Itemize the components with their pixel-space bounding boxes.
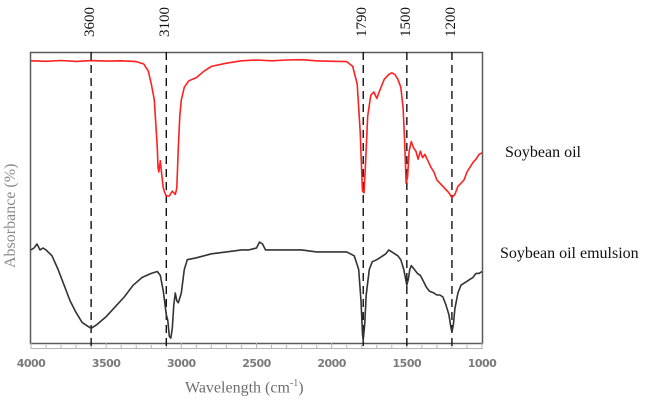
x-tick-label: 1000 <box>467 357 497 370</box>
series-layer <box>30 58 483 341</box>
x-axis-title: Wavelength (cm-1) <box>185 378 304 397</box>
x-axis-title-text: Wavelength (cm <box>185 379 290 397</box>
peak-label: 1500 <box>397 7 414 37</box>
soybean-oil-emulsion-curve <box>30 241 483 341</box>
x-tick-label: 3000 <box>167 357 196 370</box>
legend-soybean-oil: Soybean oil <box>505 144 581 161</box>
x-tick-label: 3500 <box>91 357 121 370</box>
plot-frame <box>29 51 484 345</box>
peak-marker-lines <box>90 52 453 346</box>
x-axis-title-superscript: -1 <box>289 378 299 389</box>
peak-label: 3100 <box>157 7 174 37</box>
x-tick-label: 2500 <box>242 357 271 370</box>
peak-label: 3600 <box>82 7 99 37</box>
peak-label: 1200 <box>442 7 459 37</box>
x-tick-label: 2000 <box>317 357 346 370</box>
legend-soybean-oil-emulsion: Soybean oil emulsion <box>500 245 639 262</box>
soybean-oil-curve <box>30 58 483 199</box>
x-tick-label: 1500 <box>392 357 422 370</box>
x-tick-label: 4000 <box>16 357 46 370</box>
y-axis-title: Absorbance (%) <box>2 163 19 268</box>
x-axis-title-close: ) <box>298 379 304 397</box>
peak-label: 1790 <box>354 7 371 37</box>
